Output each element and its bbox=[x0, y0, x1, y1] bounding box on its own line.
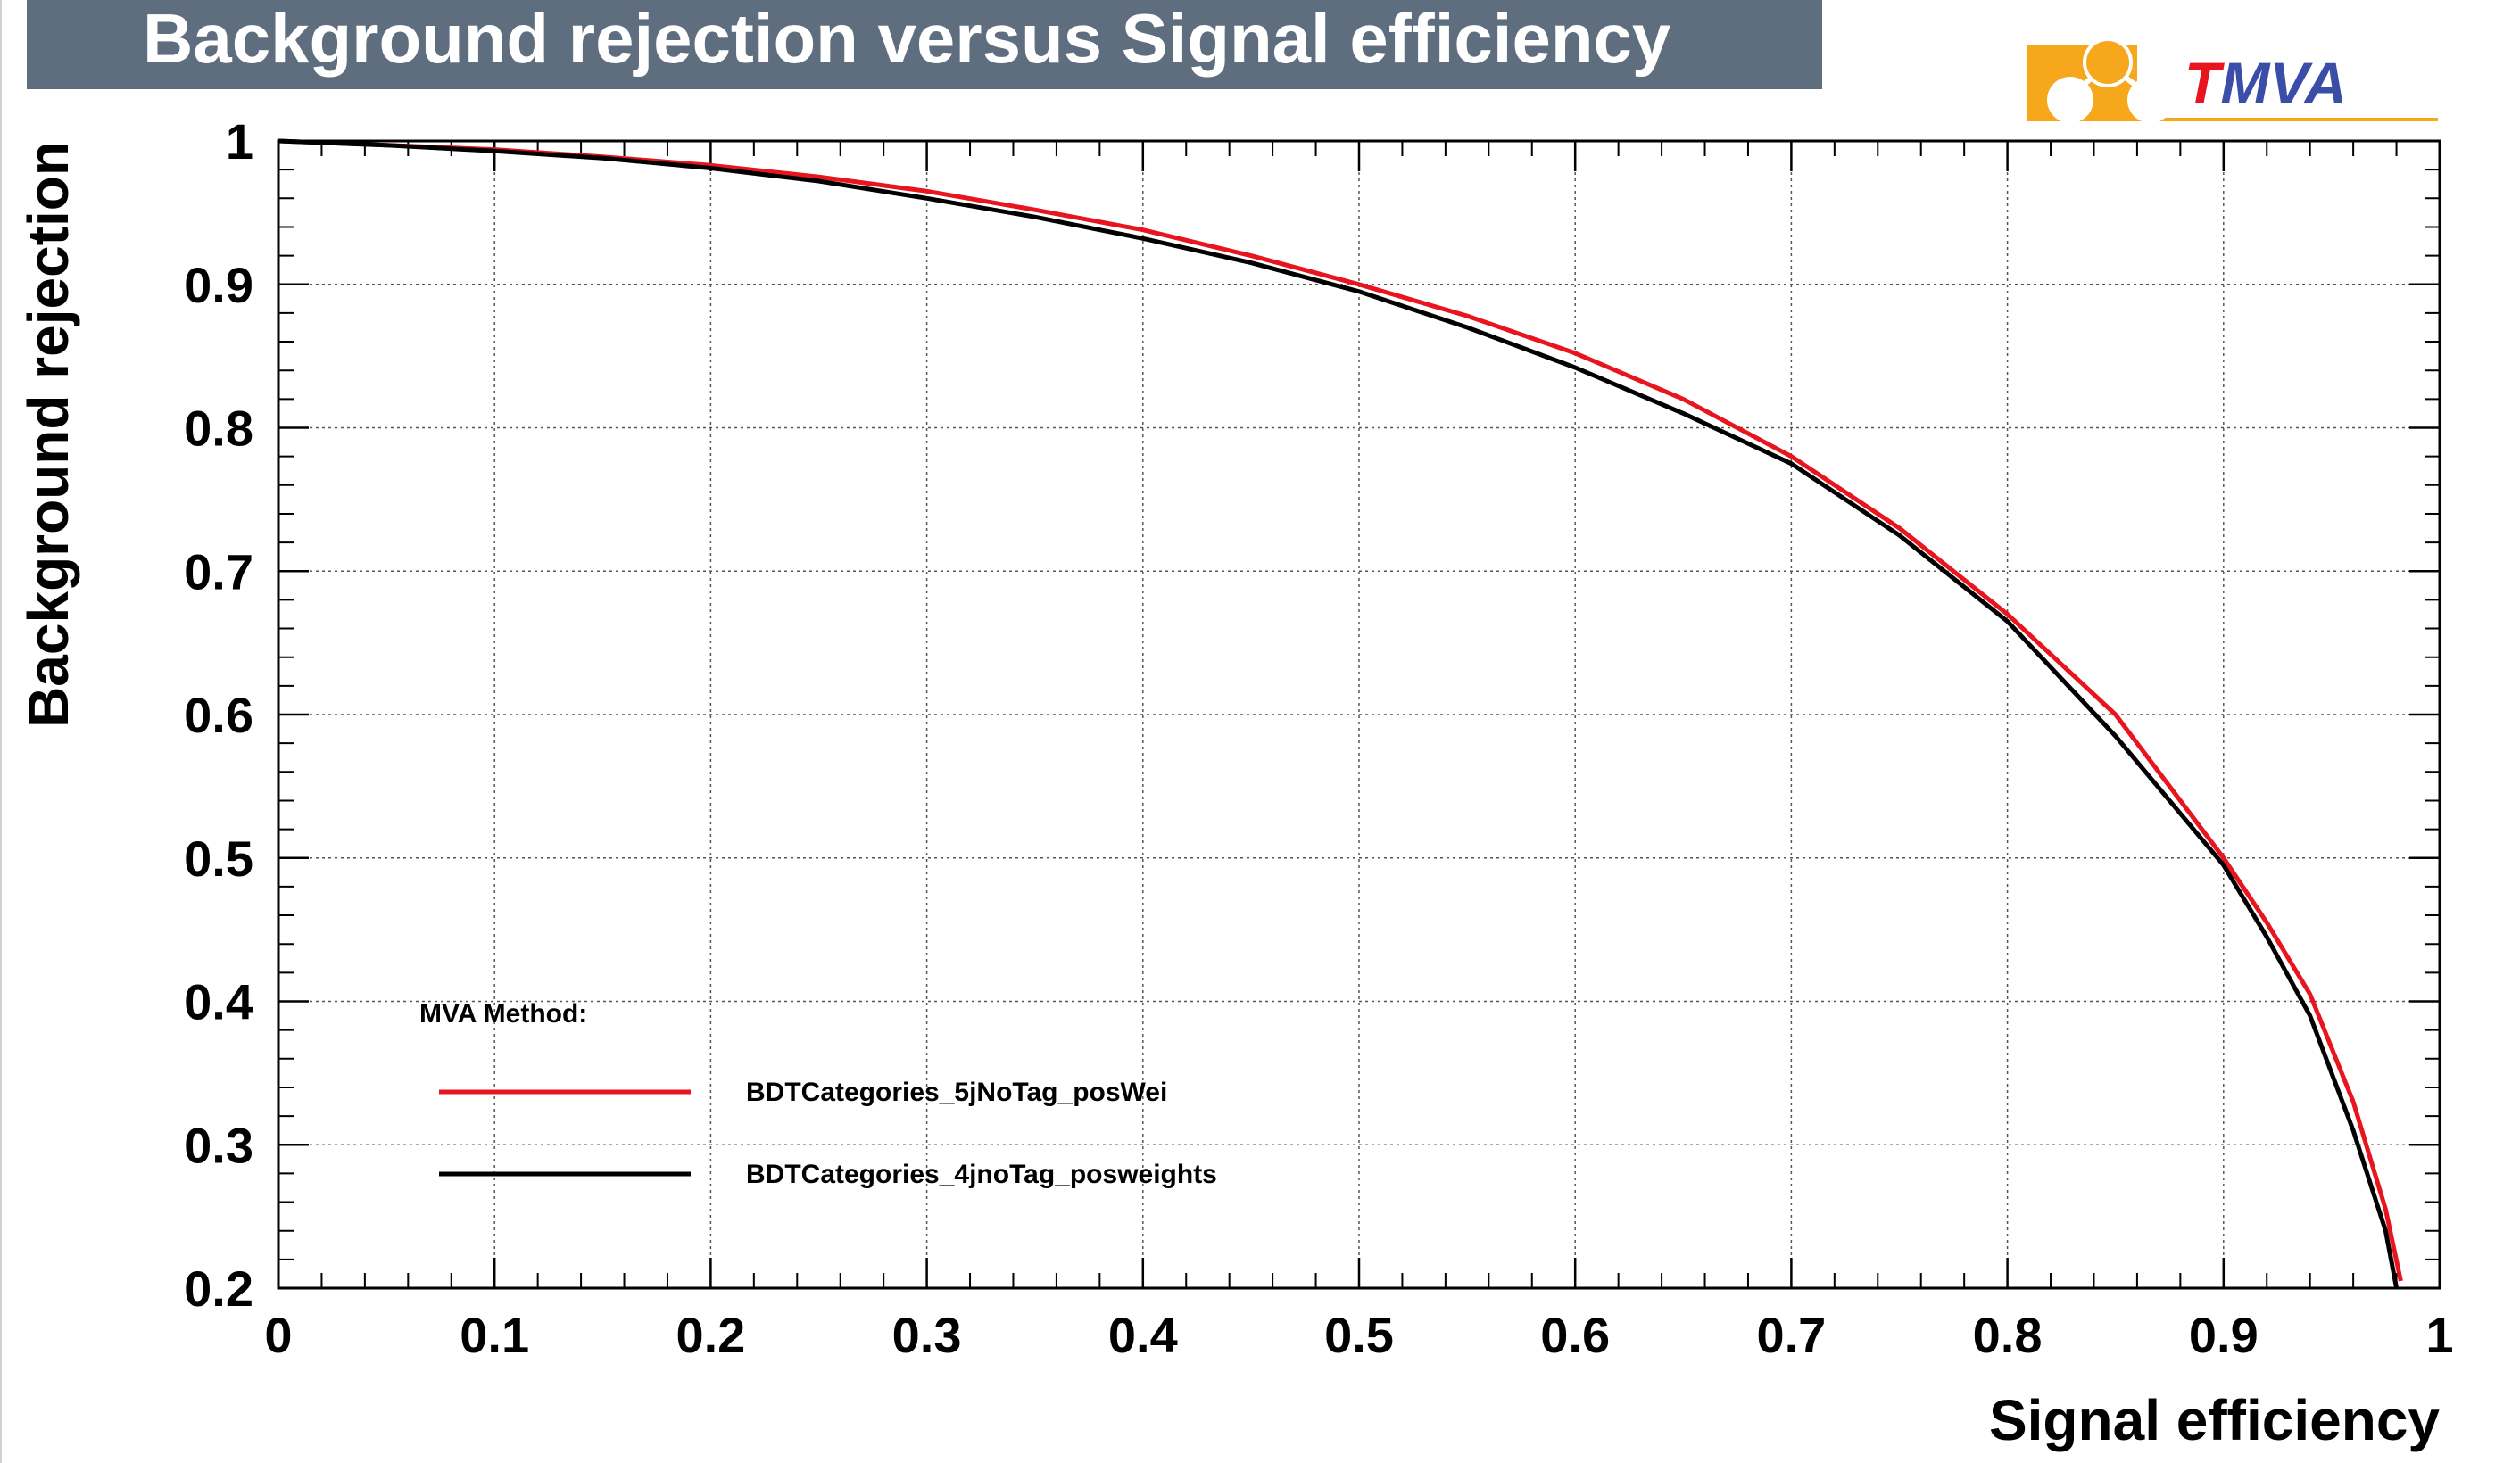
y-tick-label: 0.5 bbox=[184, 831, 253, 887]
y-tick-label: 0.3 bbox=[184, 1117, 253, 1173]
plot-frame bbox=[277, 139, 2441, 1290]
x-tick-label: 0.4 bbox=[1108, 1307, 1178, 1363]
title-bar bbox=[27, 0, 1822, 89]
grid-lines bbox=[278, 141, 2440, 1288]
x-tick-label: 0 bbox=[264, 1307, 292, 1363]
y-tick-label: 0.6 bbox=[184, 687, 253, 743]
y-tick-label: 1 bbox=[226, 113, 253, 169]
x-tick-labels: 0 0.1 0.2 0.3 0.4 0.5 0.6 0.7 0.8 0.9 1 bbox=[264, 1307, 2453, 1363]
y-tick-labels: 0.2 0.3 0.4 0.5 0.6 0.7 0.8 0.9 1 bbox=[184, 113, 253, 1317]
plot-area bbox=[277, 138, 2441, 1290]
x-tick-label: 0.2 bbox=[676, 1307, 745, 1363]
series-group bbox=[278, 138, 2403, 1289]
chart-title: Background rejection versus Signal effic… bbox=[143, 0, 1670, 78]
x-tick-label: 0.7 bbox=[1756, 1307, 1826, 1363]
logo-text-t: T bbox=[2184, 50, 2225, 116]
y-tick-label: 0.8 bbox=[184, 401, 253, 457]
y-axis-title: Background rejection bbox=[16, 141, 80, 728]
logo-text-mva: MVA bbox=[2220, 50, 2347, 116]
legend-label-4jnotag: BDTCategories_4jnoTag_posweights bbox=[746, 1160, 1217, 1189]
svg-text:TMVA: TMVA bbox=[2184, 50, 2347, 116]
x-tick-label: 1 bbox=[2425, 1307, 2453, 1363]
x-tick-label: 0.3 bbox=[892, 1307, 962, 1363]
x-tick-label: 0.1 bbox=[460, 1307, 529, 1363]
x-tick-label: 0.5 bbox=[1324, 1307, 1394, 1363]
y-tick-label: 0.7 bbox=[184, 543, 253, 599]
legend: MVA Method: BDTCategories_5jNoTag_posWei… bbox=[419, 999, 1217, 1189]
legend-header: MVA Method: bbox=[419, 999, 587, 1029]
x-tick-label: 0.8 bbox=[1973, 1307, 2043, 1363]
series-line-4jnotag bbox=[278, 138, 2400, 1289]
y-tick-label: 0.2 bbox=[184, 1260, 253, 1317]
tmva-logo: TMVA bbox=[2027, 37, 2438, 123]
series-line-5jnotag bbox=[278, 138, 2403, 1282]
y-tick-label: 0.4 bbox=[184, 974, 253, 1030]
legend-label-5jnotag: BDTCategories_5jNoTag_posWei bbox=[746, 1078, 1167, 1107]
x-axis-title: Signal efficiency bbox=[1989, 1388, 2440, 1452]
y-tick-label: 0.9 bbox=[184, 257, 253, 313]
x-tick-label: 0.9 bbox=[2189, 1307, 2259, 1363]
x-tick-label: 0.6 bbox=[1540, 1307, 1610, 1363]
